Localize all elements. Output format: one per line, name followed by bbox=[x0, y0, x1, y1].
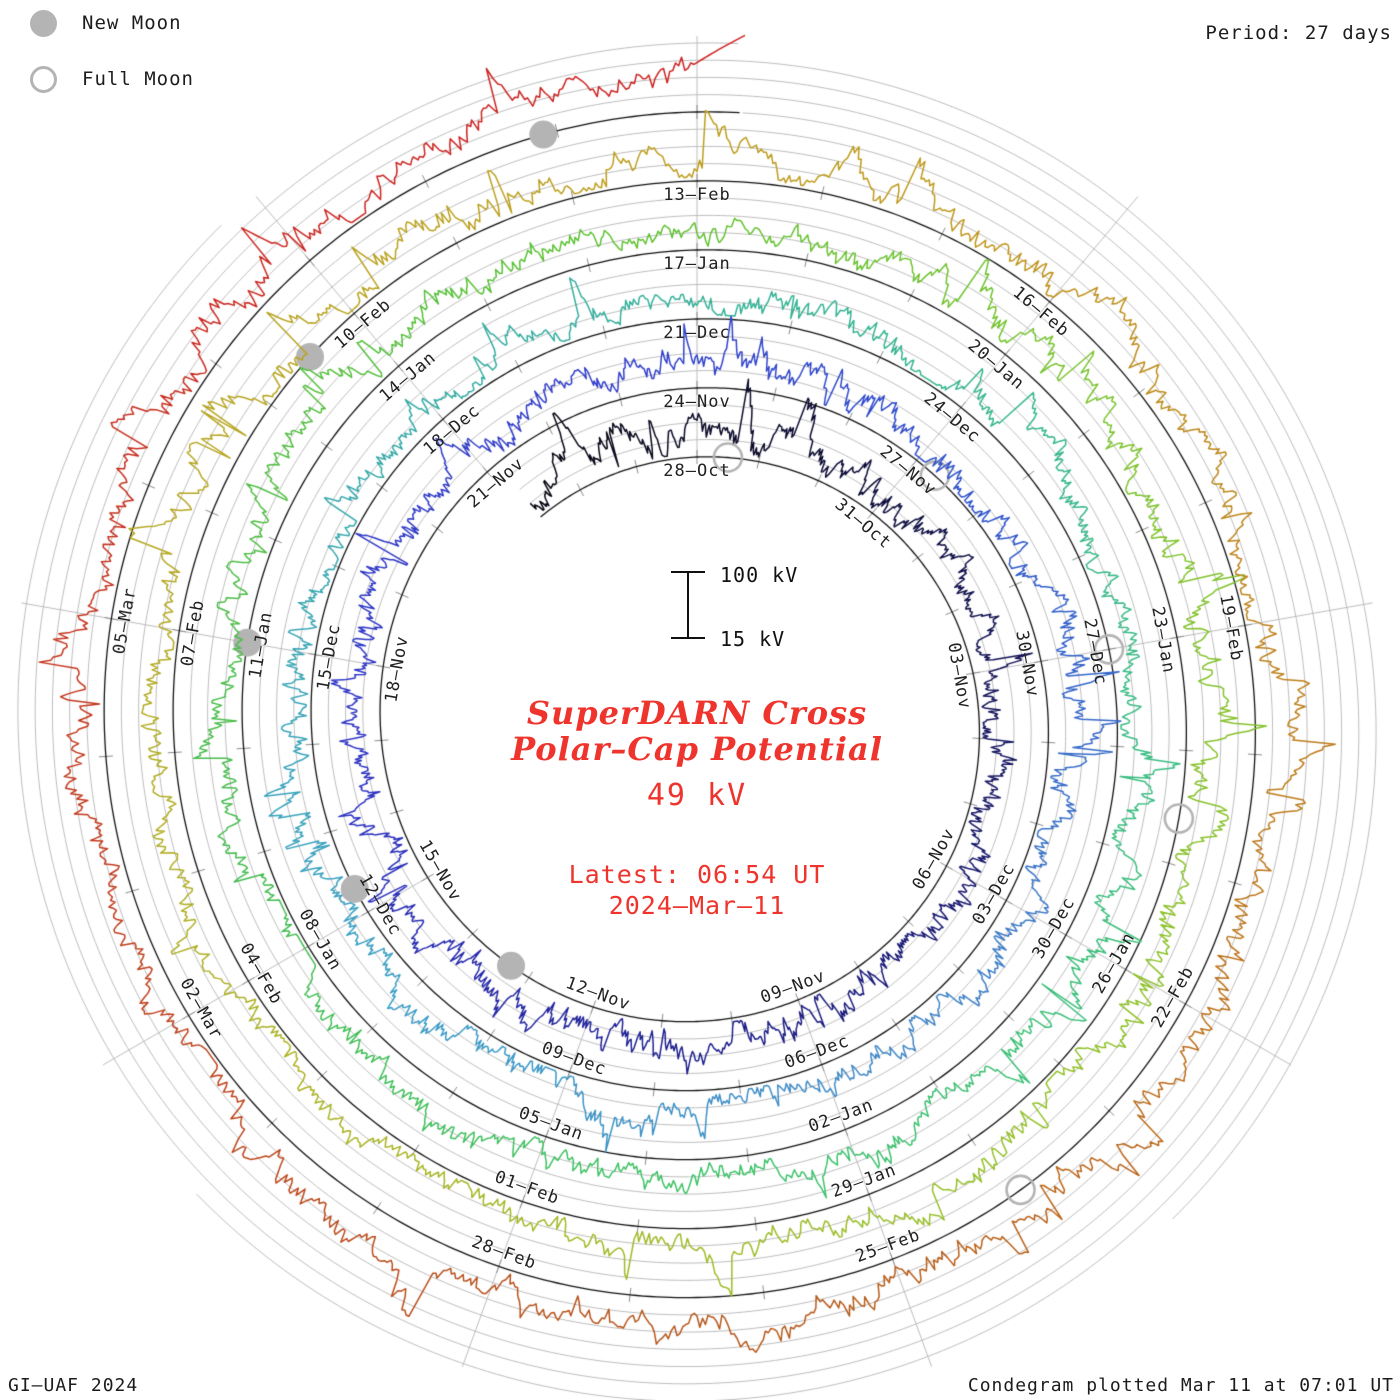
spiral-date-label: 24–Nov bbox=[663, 392, 731, 412]
new-moon-icon bbox=[30, 9, 57, 37]
chart-title-line1: SuperDARN Cross bbox=[526, 694, 868, 732]
credit-label: GI–UAF 2024 bbox=[8, 1375, 139, 1396]
spiral-date-label: 21–Dec bbox=[663, 323, 731, 343]
spiral-date-label: 28–Oct bbox=[663, 461, 731, 481]
legend-full-moon: Full Moon bbox=[30, 62, 194, 96]
scale-bar-top-cap bbox=[671, 571, 705, 573]
latest-date: 2024–Mar–11 bbox=[608, 891, 786, 920]
legend-new-moon: New Moon bbox=[30, 6, 194, 40]
period-label: Period: 27 days bbox=[1205, 22, 1392, 44]
spiral-date-label: 13–Feb bbox=[663, 185, 731, 205]
current-value: 49 kV bbox=[646, 778, 748, 813]
full-moon-icon bbox=[30, 65, 57, 93]
scale-top-label: 100 kV bbox=[720, 563, 799, 587]
moon-legend: New Moon Full Moon bbox=[30, 6, 194, 118]
full-moon-label: Full Moon bbox=[82, 68, 194, 90]
spiral-date-label: 17–Jan bbox=[663, 254, 731, 274]
scale-bar bbox=[687, 572, 689, 638]
plot-timestamp: Condegram plotted Mar 11 at 07:01 UT bbox=[967, 1375, 1394, 1396]
scale-bottom-label: 15 kV bbox=[720, 627, 786, 651]
new-moon-label: New Moon bbox=[82, 12, 182, 34]
chart-title-line2: Polar–Cap Potential bbox=[511, 730, 883, 768]
latest-time: Latest: 06:54 UT bbox=[568, 860, 826, 889]
scale-bar-bottom-cap bbox=[671, 637, 705, 639]
